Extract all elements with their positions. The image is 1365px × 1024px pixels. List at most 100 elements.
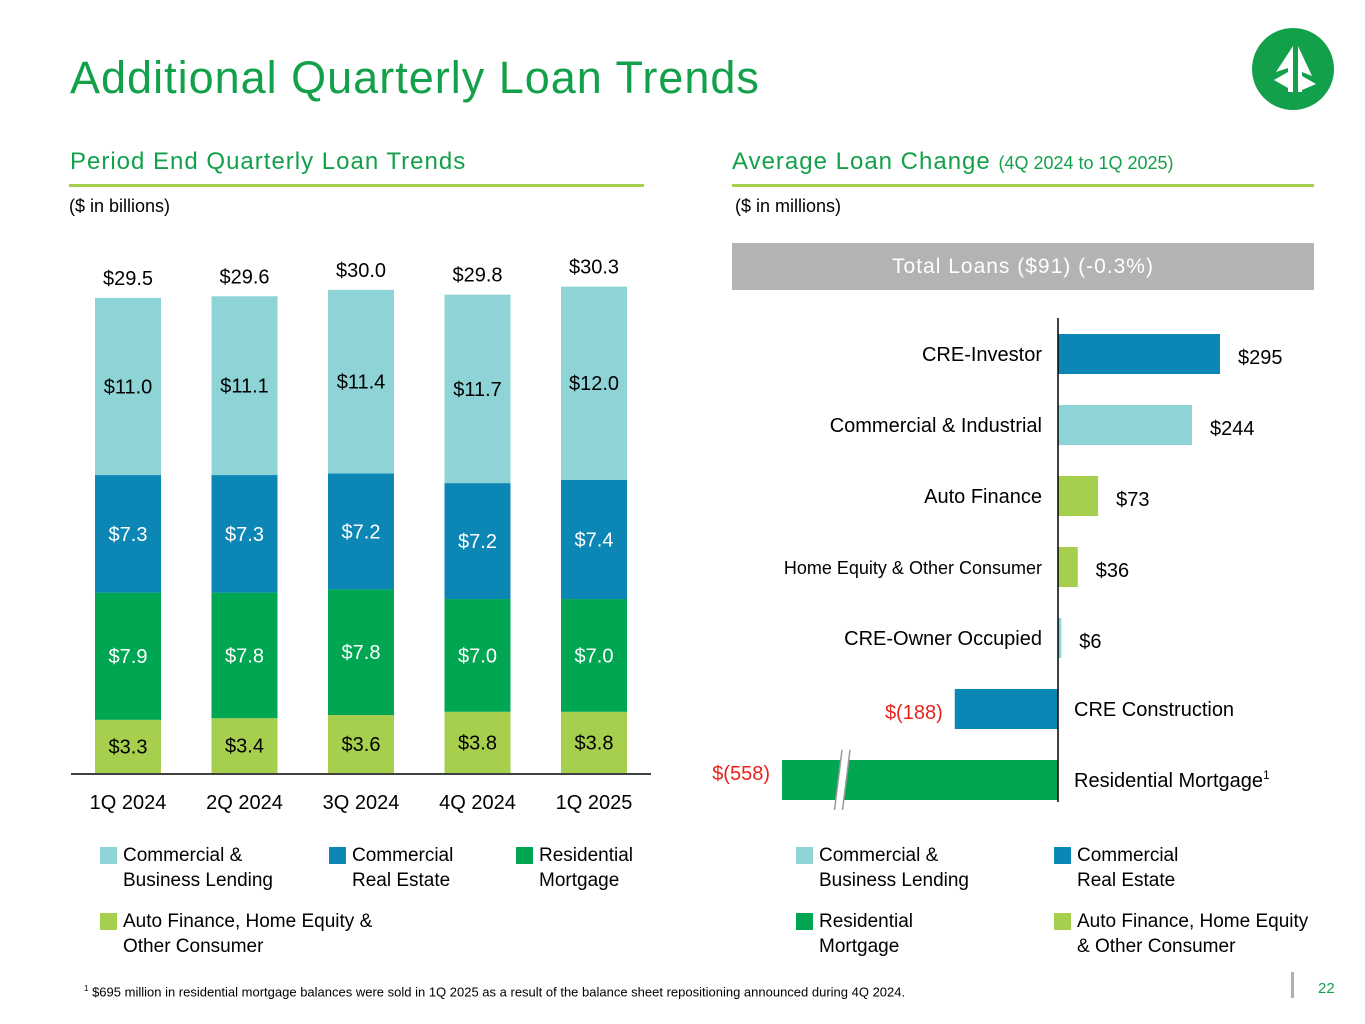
value-label: $(558)	[712, 763, 770, 785]
segment-label: $7.9	[109, 646, 148, 668]
legend-label: Commercial Real Estate	[352, 845, 454, 891]
bar-segment	[211, 592, 278, 719]
total-label: $29.5	[103, 268, 153, 290]
right-panel-rule	[732, 184, 1314, 187]
right-panel-title-period: (4Q 2024 to 1Q 2025)	[998, 153, 1174, 173]
legend-swatch	[100, 913, 117, 930]
value-label: $244	[1210, 418, 1255, 440]
hbar	[1058, 405, 1192, 445]
page-number: 22	[1318, 980, 1335, 997]
left-panel-rule	[69, 184, 644, 187]
bar-segment	[328, 473, 394, 590]
legend-swatch	[329, 847, 346, 864]
bar-segment	[561, 599, 627, 712]
left-legend-auto-consumer: Auto Finance, Home Equity & Other Consum…	[100, 909, 373, 959]
total-label: $30.0	[336, 260, 386, 282]
legend-label: Commercial Real Estate	[1077, 845, 1179, 891]
segment-label: $3.8	[458, 732, 497, 754]
hbar	[1058, 476, 1099, 516]
total-label: $30.3	[569, 257, 619, 279]
segment-label: $11.7	[453, 379, 502, 401]
segment-label: $11.1	[220, 376, 269, 398]
bar-segment	[444, 294, 511, 484]
value-label: $295	[1238, 347, 1283, 369]
hbar	[1058, 334, 1220, 374]
axis-break-line	[833, 749, 843, 810]
x-tick-label: 1Q 2025	[556, 792, 633, 814]
legend-label: Auto Finance, Home Equity & Other Consum…	[123, 911, 373, 957]
right-panel-unit: ($ in millions)	[735, 196, 842, 216]
bar-segment	[561, 479, 627, 600]
bar-segment	[444, 599, 511, 712]
legend-label: Auto Finance, Home Equity & Other Consum…	[1077, 911, 1309, 957]
bar-segment	[444, 483, 511, 600]
right-legend-auto-consumer: Auto Finance, Home Equity & Other Consum…	[1054, 909, 1322, 959]
category-label: CRE-Investor	[922, 344, 1042, 366]
category-label: Residential Mortgage1	[1074, 768, 1270, 792]
tree-logo-icon	[1252, 28, 1334, 110]
segment-label: $7.3	[225, 524, 264, 546]
legend-swatch	[796, 913, 813, 930]
value-label: $36	[1096, 560, 1129, 582]
bar-segment	[211, 475, 278, 593]
axis-break-mark	[834, 750, 850, 810]
segment-label: $7.0	[458, 645, 497, 667]
footnote: 1 $695 million in residential mortgage b…	[84, 984, 905, 999]
segment-label: $7.3	[109, 524, 148, 546]
segment-label: $3.4	[225, 736, 264, 758]
value-label: $(188)	[885, 702, 943, 724]
category-label: Commercial & Industrial	[830, 415, 1042, 437]
legend-swatch	[516, 847, 533, 864]
segment-label: $7.2	[458, 531, 497, 553]
x-tick-label: 3Q 2024	[323, 792, 400, 814]
category-label: CRE Construction	[1074, 699, 1234, 721]
legend-label: Residential Mortgage	[819, 911, 913, 957]
category-superscript: 1	[1263, 768, 1270, 782]
legend-swatch	[1054, 847, 1071, 864]
segment-label: $7.8	[225, 645, 264, 667]
total-label: $29.8	[452, 265, 502, 287]
legend-swatch	[100, 847, 117, 864]
hbar	[782, 760, 1058, 800]
legend-swatch	[796, 847, 813, 864]
axis-break-line	[841, 749, 851, 810]
segment-label: $3.6	[342, 734, 381, 756]
bar-segment	[95, 297, 161, 476]
value-label: $73	[1116, 489, 1149, 511]
left-legend-residential: Residential Mortgage	[516, 843, 659, 893]
category-label: Auto Finance	[924, 486, 1042, 508]
bar-segment	[211, 296, 278, 476]
segment-label: $3.8	[575, 732, 614, 754]
legend-label: Commercial & Business Lending	[123, 845, 273, 891]
category-label: CRE-Owner Occupied	[844, 628, 1042, 650]
legend-label: Residential Mortgage	[539, 845, 633, 891]
right-legend-residential: Residential Mortgage	[796, 909, 939, 959]
x-tick-label: 4Q 2024	[439, 792, 516, 814]
segment-label: $7.2	[342, 521, 381, 543]
bar-segment	[444, 711, 511, 773]
left-panel-unit: ($ in billions)	[69, 196, 171, 216]
hbar	[1058, 618, 1062, 658]
bar-segment	[328, 715, 394, 773]
segment-label: $7.0	[575, 645, 614, 667]
page-title: Additional Quarterly Loan Trends	[70, 52, 760, 103]
footnote-text: $695 million in residential mortgage bal…	[92, 984, 906, 1000]
left-legend-commercial-business: Commercial & Business Lending	[100, 843, 313, 893]
hbar	[1058, 547, 1078, 587]
x-tick-label: 2Q 2024	[206, 792, 283, 814]
right-legend-commercial-re: Commercial Real Estate	[1054, 843, 1207, 893]
horizontal-bar-chart: CRE-Investor $295 Commercial & Industrial $…	[712, 318, 1283, 810]
hbar	[954, 689, 1058, 729]
stacked-bar-chart: $3.3 $7.9 $7.3 $11.0 $29.5 1Q 2024 $3.4 $7.8 $7.…	[71, 257, 651, 814]
segment-label: $7.4	[575, 529, 614, 551]
segment-label: $12.0	[569, 373, 619, 395]
left-panel-title: Period End Quarterly Loan Trends	[70, 148, 467, 175]
bar-segment	[328, 289, 394, 474]
legend-swatch	[1054, 913, 1071, 930]
bar-segment	[95, 475, 161, 593]
segment-label: $11.4	[337, 372, 386, 394]
bar-segment	[561, 286, 627, 480]
left-legend-commercial-re: Commercial Real Estate	[329, 843, 482, 893]
bar-segment	[561, 711, 627, 773]
right-legend-commercial-business: Commercial & Business Lending	[796, 843, 1009, 893]
